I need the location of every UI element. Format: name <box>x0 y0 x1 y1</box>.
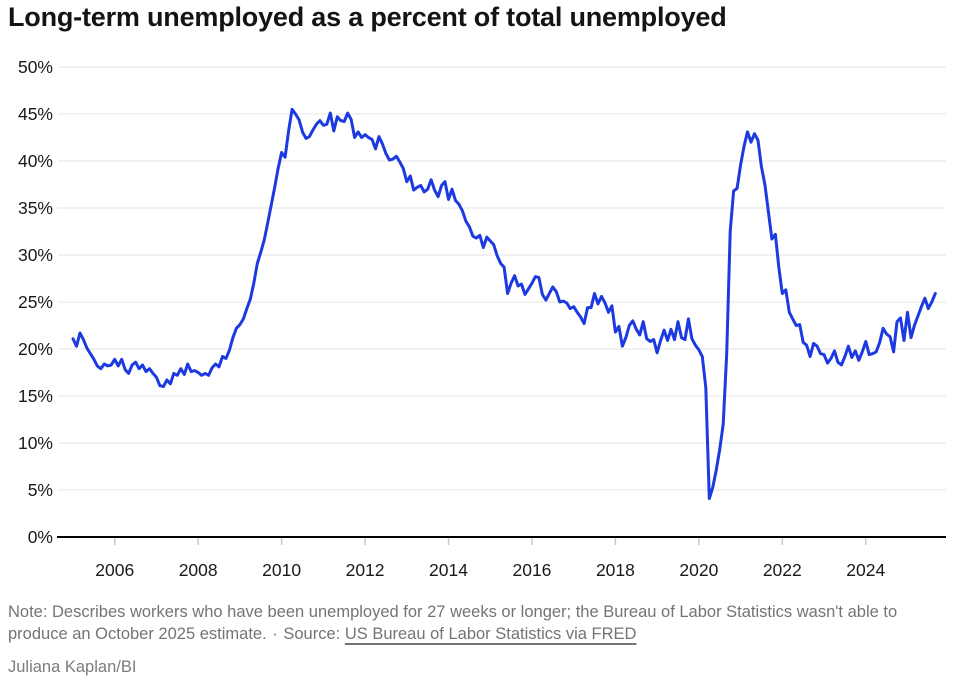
data-line <box>71 107 937 500</box>
y-axis-label: 40% <box>18 151 53 171</box>
y-axis-label: 20% <box>18 339 53 359</box>
note-separator: · <box>272 625 278 643</box>
x-axis-label: 2020 <box>679 560 718 580</box>
x-axis-label: 2012 <box>346 560 385 580</box>
source-link[interactable]: US Bureau of Labor Statistics via FRED <box>344 625 637 643</box>
x-axis-label: 2010 <box>262 560 301 580</box>
note-text: Note: Describes workers who have been un… <box>8 603 898 643</box>
y-axis-label: 15% <box>18 386 53 406</box>
y-axis-label: 5% <box>28 480 53 500</box>
chart-title: Long-term unemployed as a percent of tot… <box>8 2 727 32</box>
x-axis-label: 2014 <box>429 560 468 580</box>
x-axis-label: 2024 <box>846 560 885 580</box>
y-axis-label: 25% <box>18 292 53 312</box>
y-axis-label: 30% <box>18 245 53 265</box>
x-axis-label: 2016 <box>512 560 551 580</box>
line-chart: 0% 5% 10% 15% 20% 25% 30% 35% 40% 45% 50% 2006 2008 2… <box>18 57 946 580</box>
y-axis-label: 10% <box>18 433 53 453</box>
chart-note: Note: Describes workers who have been un… <box>8 601 940 645</box>
source-label: Source: <box>283 625 341 643</box>
byline: Juliana Kaplan/BI <box>8 658 137 676</box>
x-axis-label: 2022 <box>763 560 802 580</box>
y-axis-label: 35% <box>18 198 53 218</box>
y-axis-label: 50% <box>18 57 53 77</box>
y-axis-label: 0% <box>28 527 53 547</box>
x-axis-label: 2008 <box>179 560 218 580</box>
y-axis-label: 45% <box>18 104 53 124</box>
x-axis-label: 2006 <box>95 560 134 580</box>
x-axis-label: 2018 <box>596 560 635 580</box>
